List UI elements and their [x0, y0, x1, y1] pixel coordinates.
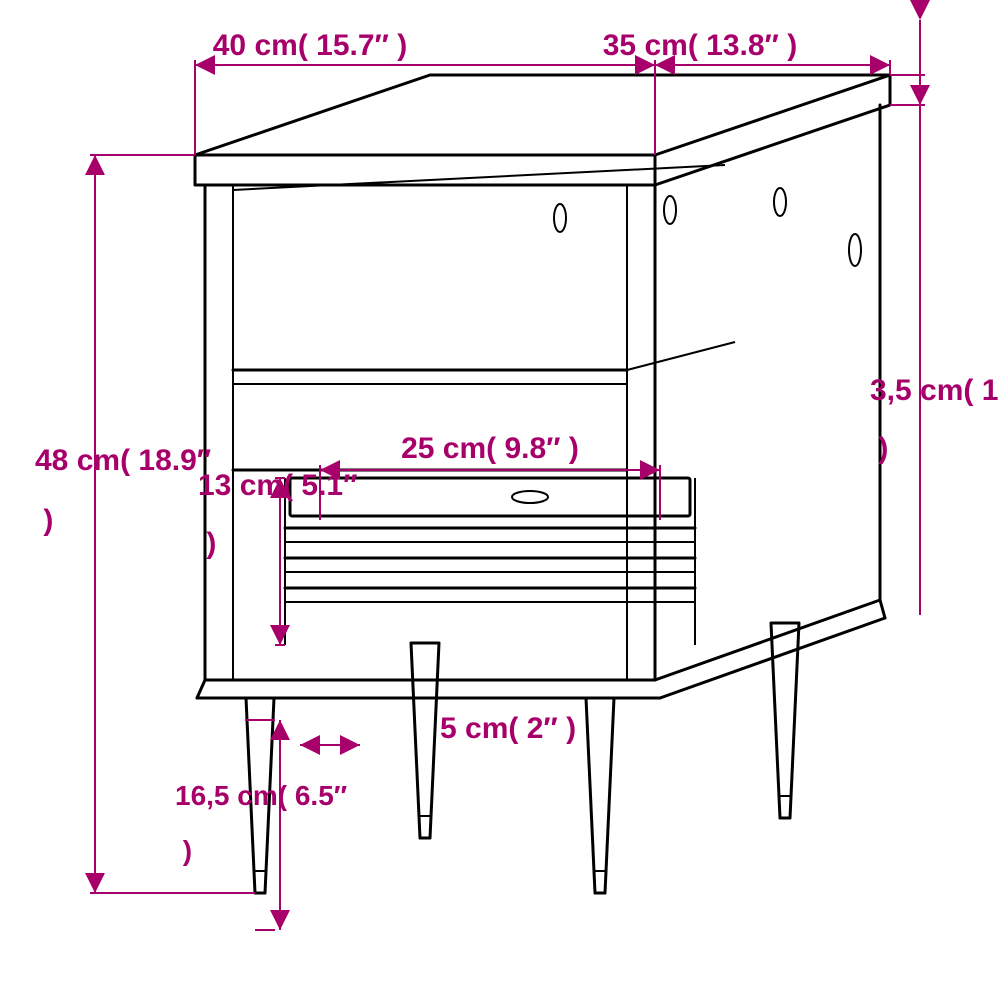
dim-width: 40 cm( 15.7″ ): [213, 29, 407, 62]
dim-depth: 35 cm( 13.8″ ): [603, 29, 797, 62]
dim-top-thickness: 3,5 cm( 1.4″ ): [870, 374, 1000, 465]
dim-front-gap: 5 cm( 2″ ): [440, 712, 576, 745]
dim-drawer-width: 25 cm( 9.8″ ): [401, 432, 579, 465]
dim-leg-height: 16,5 cm( 6.5″ ): [175, 780, 347, 866]
dimension-drawing: 40 cm( 15.7″ ) 35 cm( 13.8″ ) 48 cm( 18.9″…: [0, 0, 1000, 1000]
dim-height: 48 cm( 18.9″ ): [35, 444, 211, 537]
